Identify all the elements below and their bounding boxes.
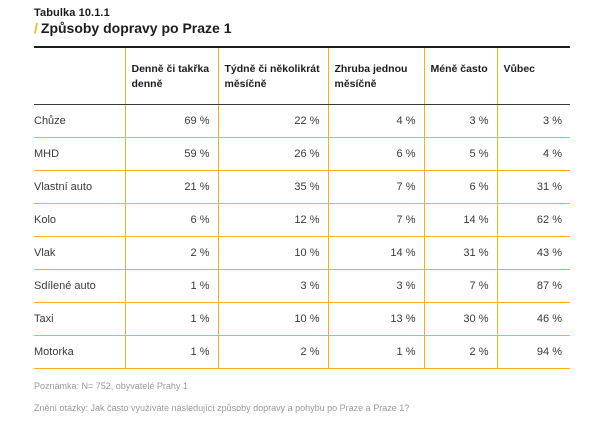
column-header: Zhruba jednou měsíčně bbox=[327, 48, 424, 105]
table-title: / Způsoby dopravy po Praze 1 bbox=[34, 20, 570, 36]
table-cell: 6 % bbox=[327, 137, 424, 171]
table-cell: 14 % bbox=[423, 203, 497, 237]
table-row: Vlak 2 % 10 % 14 % 31 % 43 % bbox=[34, 236, 570, 270]
row-label: Chůze bbox=[34, 104, 125, 138]
table-cell: 5 % bbox=[423, 137, 497, 171]
column-header: Týdně či několikrát měsíčně bbox=[217, 48, 328, 105]
title-text: Způsoby dopravy po Praze 1 bbox=[40, 20, 232, 36]
table-cell: 2 % bbox=[124, 236, 218, 270]
table-row: Taxi 1 % 10 % 13 % 30 % 46 % bbox=[34, 302, 570, 336]
table-row: Motorka 1 % 2 % 1 % 2 % 94 % bbox=[34, 335, 570, 369]
row-label: Kolo bbox=[34, 203, 125, 237]
table-cell: 94 % bbox=[496, 335, 570, 369]
table-cell: 62 % bbox=[496, 203, 570, 237]
table-cell: 3 % bbox=[496, 104, 570, 138]
table-cell: 46 % bbox=[496, 302, 570, 336]
table-cell: 7 % bbox=[423, 269, 497, 303]
table-cell: 12 % bbox=[217, 203, 328, 237]
table-cell: 1 % bbox=[124, 302, 218, 336]
table-cell: 35 % bbox=[217, 170, 328, 204]
table-cell: 7 % bbox=[327, 170, 424, 204]
table-cell: 26 % bbox=[217, 137, 328, 171]
table-row: Chůze 69 % 22 % 4 % 3 % 3 % bbox=[34, 104, 570, 138]
question-text: Znění otázky: Jak často využíváte násled… bbox=[34, 402, 410, 413]
table-row: MHD 59 % 26 % 6 % 5 % 4 % bbox=[34, 137, 570, 171]
column-header: Méně často bbox=[423, 48, 497, 105]
table-cell: 3 % bbox=[217, 269, 328, 303]
table-cell: 30 % bbox=[423, 302, 497, 336]
table-cell: 7 % bbox=[327, 203, 424, 237]
column-header: Vůbec bbox=[496, 48, 570, 105]
header-row: Denně či takřka denně Týdně či několikrá… bbox=[34, 48, 570, 105]
table-cell: 4 % bbox=[327, 104, 424, 138]
row-label: Vlastní auto bbox=[34, 170, 125, 204]
table-row: Kolo 6 % 12 % 7 % 14 % 62 % bbox=[34, 203, 570, 237]
table-cell: 13 % bbox=[327, 302, 424, 336]
table-cell: 43 % bbox=[496, 236, 570, 270]
table-cell: 31 % bbox=[496, 170, 570, 204]
table-cell: 2 % bbox=[217, 335, 328, 369]
table-cell: 1 % bbox=[327, 335, 424, 369]
table-cell: 10 % bbox=[217, 302, 328, 336]
table-row: Sdílené auto 1 % 3 % 3 % 7 % 87 % bbox=[34, 269, 570, 303]
row-label: Vlak bbox=[34, 236, 125, 270]
table-cell: 69 % bbox=[124, 104, 218, 138]
table-cell: 3 % bbox=[327, 269, 424, 303]
table-cell: 59 % bbox=[124, 137, 218, 171]
table-cell: 6 % bbox=[124, 203, 218, 237]
table-cell: 1 % bbox=[124, 335, 218, 369]
title-slash: / bbox=[34, 20, 38, 36]
table-cell: 6 % bbox=[423, 170, 497, 204]
column-header: Denně či takřka denně bbox=[124, 48, 218, 105]
table-cell: 1 % bbox=[124, 269, 218, 303]
row-label: Sdílené auto bbox=[34, 269, 125, 303]
table-cell: 2 % bbox=[423, 335, 497, 369]
row-label: Taxi bbox=[34, 302, 125, 336]
table-cell: 3 % bbox=[423, 104, 497, 138]
top-rule bbox=[34, 46, 570, 48]
table-notes: Poznámka: N= 752, obyvatelé Prahy 1 Zněn… bbox=[34, 379, 570, 423]
table-cell: 31 % bbox=[423, 236, 497, 270]
table-cell: 22 % bbox=[217, 104, 328, 138]
table-cell: 10 % bbox=[217, 236, 328, 270]
table-number: Tabulka 10.1.1 bbox=[34, 7, 110, 19]
table-cell: 87 % bbox=[496, 269, 570, 303]
table-row: Vlastní auto 21 % 35 % 7 % 6 % 31 % bbox=[34, 170, 570, 204]
table-figure: Tabulka 10.1.1 /Způsoby dopravy po Praze… bbox=[34, 7, 570, 423]
row-label: MHD bbox=[34, 137, 125, 171]
table-cell: 14 % bbox=[327, 236, 424, 270]
row-label: Motorka bbox=[34, 335, 125, 369]
note-text: Poznámka: N= 752, obyvatelé Prahy 1 bbox=[34, 380, 188, 391]
table-cell: 21 % bbox=[124, 170, 218, 204]
transport-table: Denně či takřka denně Týdně či několikrá… bbox=[34, 48, 570, 369]
table-cell: 4 % bbox=[496, 137, 570, 171]
column-header bbox=[34, 48, 125, 105]
